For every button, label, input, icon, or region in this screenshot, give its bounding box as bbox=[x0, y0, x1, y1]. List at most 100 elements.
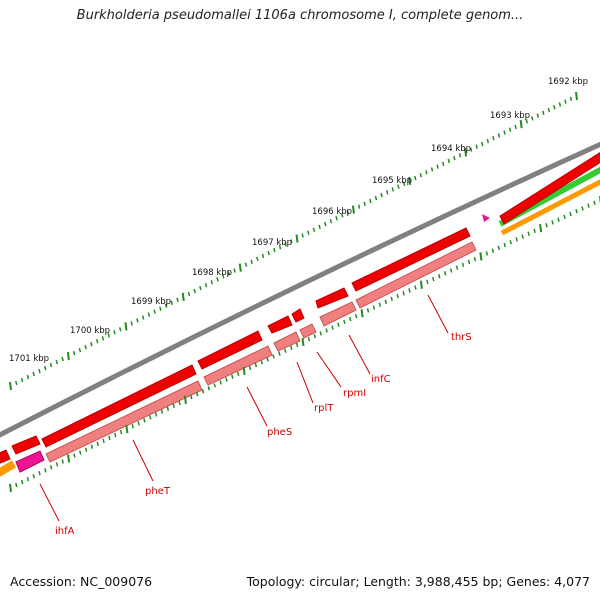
leader-rpmI bbox=[316, 351, 342, 388]
scale-ticks bbox=[9, 91, 600, 493]
minor-tick bbox=[236, 371, 240, 376]
minor-tick bbox=[164, 303, 168, 308]
kbp-label: 1692 kbp bbox=[548, 77, 588, 87]
minor-tick bbox=[469, 147, 473, 152]
minor-tick bbox=[141, 315, 145, 320]
minor-tick bbox=[225, 377, 228, 382]
gene-label-thrS[interactable]: thrS bbox=[451, 332, 472, 343]
minor-tick bbox=[96, 441, 99, 446]
gene-rpmI-fwd[interactable] bbox=[291, 308, 305, 323]
gene-infC-rev[interactable] bbox=[319, 301, 357, 327]
gene-pheS-rev[interactable] bbox=[203, 345, 273, 386]
minor-tick bbox=[147, 312, 151, 317]
major-tick bbox=[479, 252, 483, 261]
major-tick bbox=[66, 351, 70, 361]
gene-label-infC[interactable]: infC bbox=[371, 374, 391, 385]
kbp-label: 1697 kbp bbox=[252, 238, 292, 248]
gene-ihfA-rev[interactable] bbox=[15, 450, 45, 473]
minor-tick bbox=[475, 144, 478, 149]
minor-tick bbox=[278, 351, 281, 356]
minor-tick bbox=[149, 415, 152, 420]
minor-tick bbox=[261, 253, 265, 259]
gene-thrS-rev[interactable] bbox=[355, 241, 477, 309]
minor-tick bbox=[385, 190, 389, 195]
kbp-labels: 1692 kbp 1693 kbp 1694 kbp 1695 kbp 1696… bbox=[9, 77, 588, 364]
major-tick bbox=[519, 119, 523, 129]
major-tick bbox=[242, 366, 246, 376]
minor-tick bbox=[357, 204, 361, 209]
gene-left-fwd[interactable] bbox=[0, 449, 11, 464]
minor-tick bbox=[26, 476, 30, 482]
minor-tick bbox=[227, 271, 231, 276]
minor-tick bbox=[78, 347, 82, 353]
minor-tick bbox=[553, 105, 556, 110]
gene-pheT-fwd[interactable] bbox=[41, 364, 197, 448]
minor-tick bbox=[272, 354, 275, 359]
gene-thrS-fwd[interactable] bbox=[351, 227, 471, 292]
minor-tick bbox=[514, 124, 517, 130]
major-tick bbox=[419, 280, 423, 289]
minor-tick bbox=[193, 288, 196, 294]
minor-tick bbox=[49, 465, 53, 470]
minor-tick bbox=[527, 231, 530, 236]
minor-tick bbox=[278, 245, 282, 250]
major-tick bbox=[301, 337, 305, 347]
gene-labels: thrS infC rpmI rplT pheS pheT ihfA bbox=[55, 332, 472, 537]
minor-tick bbox=[216, 277, 219, 282]
minor-tick bbox=[15, 482, 18, 488]
minor-tick bbox=[143, 418, 146, 423]
gene-ihfA-fwd[interactable] bbox=[11, 435, 41, 455]
minor-tick bbox=[563, 214, 566, 220]
minor-tick bbox=[20, 479, 24, 485]
minor-tick bbox=[486, 138, 490, 144]
minor-tick bbox=[397, 184, 400, 189]
minor-tick bbox=[593, 200, 596, 205]
minor-tick bbox=[113, 432, 117, 438]
minor-tick bbox=[329, 218, 333, 224]
minor-tick bbox=[467, 259, 471, 265]
minor-tick bbox=[402, 291, 405, 296]
major-tick bbox=[360, 309, 364, 318]
accession-text: Accession: NC_009076 bbox=[10, 574, 153, 589]
minor-tick bbox=[199, 285, 202, 291]
minor-tick bbox=[72, 350, 76, 356]
gene-label-rpmI[interactable]: rpmI bbox=[343, 388, 366, 399]
forward-cds-track bbox=[0, 150, 600, 464]
gene-rplT-fwd[interactable] bbox=[267, 315, 293, 334]
minor-tick bbox=[32, 371, 35, 377]
gene-label-ihfA[interactable]: ihfA bbox=[55, 526, 75, 537]
minor-tick bbox=[340, 213, 344, 218]
minor-tick bbox=[95, 339, 99, 344]
minor-tick bbox=[73, 453, 76, 458]
minor-tick bbox=[172, 403, 175, 408]
minor-tick bbox=[84, 447, 88, 452]
major-tick bbox=[67, 454, 71, 463]
gene-rpmI-rev[interactable] bbox=[299, 323, 317, 339]
minor-tick bbox=[289, 345, 293, 350]
gene-pheT-rev[interactable] bbox=[45, 380, 203, 463]
minor-tick bbox=[461, 262, 465, 268]
gene-right-fwd[interactable] bbox=[499, 150, 600, 225]
gene-label-rplT[interactable]: rplT bbox=[314, 403, 334, 414]
gene-pheS-fwd[interactable] bbox=[197, 330, 263, 370]
gene-label-pheT[interactable]: pheT bbox=[145, 486, 171, 497]
minor-tick bbox=[391, 187, 395, 192]
minor-tick bbox=[508, 127, 512, 132]
kbp-label: 1694 kbp bbox=[431, 144, 471, 154]
leader-ihfA bbox=[39, 483, 60, 522]
minor-tick bbox=[558, 102, 562, 107]
minor-tick bbox=[545, 223, 548, 228]
minor-tick bbox=[533, 228, 536, 234]
gene-infC-fwd[interactable] bbox=[315, 287, 349, 309]
minor-tick bbox=[396, 293, 399, 299]
minor-tick bbox=[131, 424, 134, 429]
minor-tick bbox=[301, 233, 304, 238]
minor-tick bbox=[491, 248, 495, 253]
gene-label-pheS[interactable]: pheS bbox=[267, 427, 292, 438]
minor-tick bbox=[136, 318, 139, 323]
major-tick bbox=[9, 381, 12, 391]
gene-rplT-rev[interactable] bbox=[273, 331, 301, 352]
minor-tick bbox=[509, 239, 512, 245]
minor-tick bbox=[438, 274, 441, 279]
kbp-label: 1701 kbp bbox=[9, 354, 49, 364]
